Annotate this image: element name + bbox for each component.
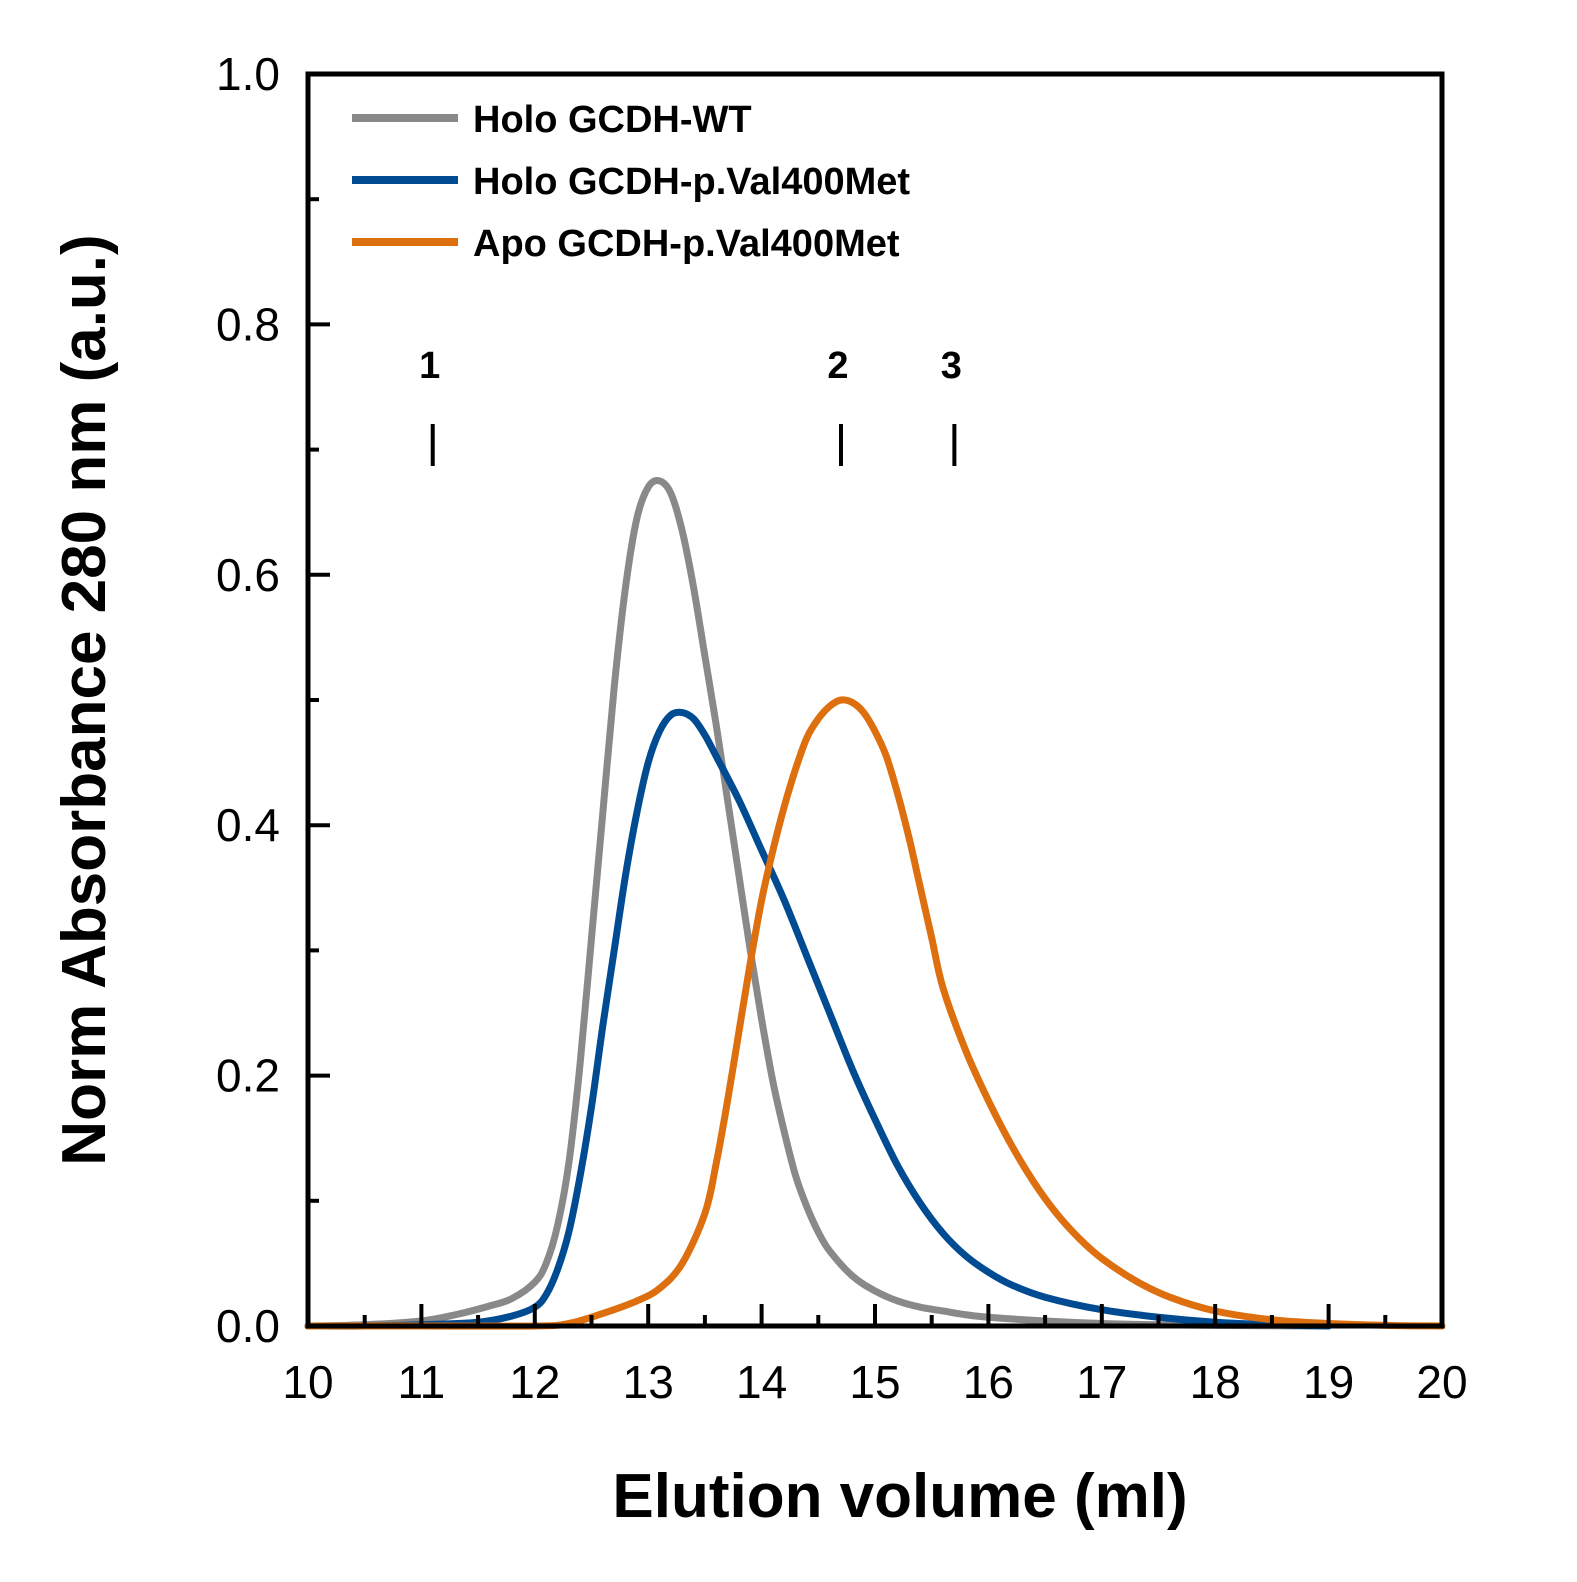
legend-label: Apo GCDH-p.Val400Met bbox=[473, 223, 900, 265]
y-tick-label: 0.4 bbox=[216, 799, 280, 851]
y-axis-title: Norm Absorbance 280 nm (a.u.) bbox=[50, 234, 119, 1165]
elution-markers: 1 2 3 bbox=[419, 345, 962, 466]
series-line-apo-gcdh-p-val400met bbox=[304, 696, 1446, 1330]
x-tick-label: 16 bbox=[963, 1356, 1014, 1408]
y-tick-label: 0.8 bbox=[216, 298, 280, 350]
x-tick-label: 14 bbox=[736, 1356, 787, 1408]
legend-label: Holo GCDH-WT bbox=[473, 99, 752, 141]
marker-label-1: 1 bbox=[419, 345, 440, 387]
series-line-holo-gcdh-wt bbox=[304, 477, 1333, 1330]
x-axis: 10 11 12 13 14 15 16 17 18 19 20 bbox=[282, 1304, 1468, 1408]
x-tick-label: 20 bbox=[1416, 1356, 1467, 1408]
x-tick-label: 12 bbox=[509, 1356, 560, 1408]
x-tick-label: 19 bbox=[1303, 1356, 1354, 1408]
y-tick-label: 0.6 bbox=[216, 549, 280, 601]
x-tick-label: 17 bbox=[1076, 1356, 1127, 1408]
legend-label: Holo GCDH-p.Val400Met bbox=[473, 161, 910, 203]
x-tick-label: 10 bbox=[282, 1356, 333, 1408]
x-axis-title: Elution volume (ml) bbox=[612, 1462, 1187, 1531]
x-tick-label: 15 bbox=[849, 1356, 900, 1408]
x-tick-label: 13 bbox=[623, 1356, 674, 1408]
plot-area bbox=[304, 71, 1446, 1330]
series-layer bbox=[304, 477, 1446, 1330]
marker-label-3: 3 bbox=[941, 345, 962, 387]
marker-label-2: 2 bbox=[827, 345, 848, 387]
y-axis: 0.0 0.2 0.4 0.6 0.8 1.0 bbox=[216, 48, 330, 1352]
legend: Holo GCDH-WT Holo GCDH-p.Val400Met Apo GCD… bbox=[352, 99, 910, 265]
y-tick-label: 1.0 bbox=[216, 48, 280, 100]
x-tick-label: 18 bbox=[1190, 1356, 1241, 1408]
y-tick-label: 0.0 bbox=[216, 1300, 280, 1352]
series-line-holo-gcdh-p-val400met bbox=[304, 708, 1333, 1330]
y-tick-label: 0.2 bbox=[216, 1050, 280, 1102]
x-tick-label: 11 bbox=[398, 1356, 446, 1408]
